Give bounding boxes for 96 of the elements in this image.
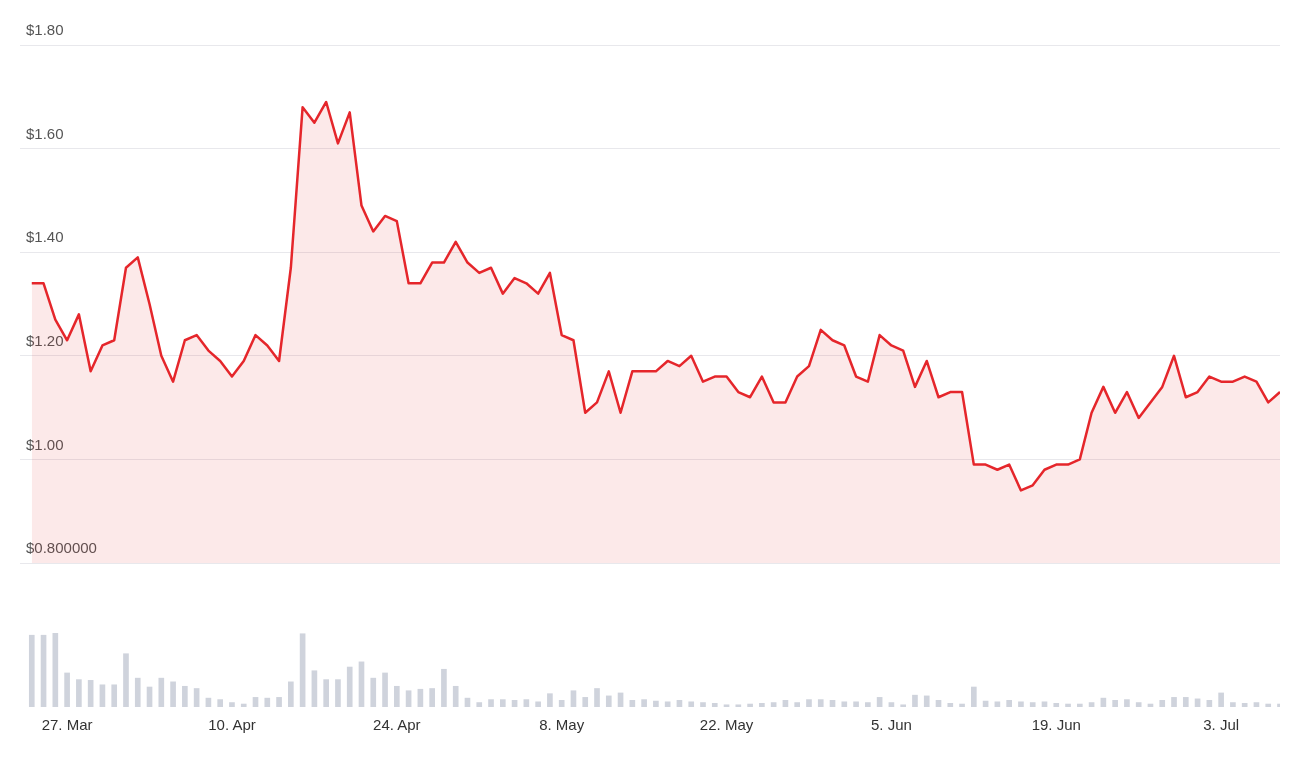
- bar: [959, 703, 965, 707]
- y-tick-label: $1.40: [26, 228, 64, 246]
- bar: [1265, 703, 1272, 707]
- bar: [747, 703, 753, 707]
- y-tick-label: $1.80: [26, 21, 64, 39]
- y-tick-label: $0.800000: [26, 539, 97, 557]
- bar: [76, 679, 82, 707]
- bar: [64, 672, 70, 707]
- bar: [452, 685, 459, 707]
- bar: [99, 684, 106, 707]
- bar: [794, 702, 801, 707]
- bar: [641, 699, 647, 707]
- y-tick-label: $1.00: [26, 435, 64, 453]
- bar: [1006, 700, 1012, 707]
- bar: [123, 653, 129, 707]
- bar: [994, 701, 1001, 707]
- bar: [582, 697, 589, 707]
- bar: [182, 685, 188, 707]
- bar: [817, 699, 824, 707]
- bar: [547, 693, 553, 707]
- bar: [217, 699, 224, 707]
- bar: [429, 688, 435, 707]
- x-tick-label: 22. May: [699, 716, 754, 734]
- bar: [1218, 692, 1224, 707]
- bar: [158, 677, 165, 707]
- bar: [558, 700, 565, 707]
- bar: [52, 633, 59, 707]
- bar: [323, 679, 329, 707]
- bar: [1065, 703, 1071, 707]
- bar: [111, 684, 118, 707]
- bar: [688, 701, 695, 707]
- bar: [853, 701, 859, 707]
- bar: [1230, 702, 1236, 707]
- bar: [170, 681, 176, 707]
- bar: [759, 702, 765, 707]
- x-tick-label: 5. Jun: [870, 716, 912, 734]
- bar: [229, 702, 235, 707]
- bar: [240, 703, 247, 707]
- bar: [723, 704, 730, 707]
- bar: [441, 668, 447, 707]
- bar: [346, 666, 353, 707]
- bar: [900, 704, 907, 707]
- bar: [594, 688, 600, 707]
- bar: [335, 679, 341, 707]
- bar: [664, 701, 671, 707]
- bar: [28, 634, 35, 707]
- bar: [912, 694, 918, 707]
- bar: [264, 697, 271, 707]
- bar: [570, 690, 577, 707]
- bar: [382, 672, 388, 707]
- bar: [1112, 700, 1118, 707]
- bar: [1018, 701, 1024, 707]
- y-tick-label: $1.20: [26, 331, 64, 349]
- bar: [971, 686, 977, 707]
- bar: [888, 702, 895, 707]
- bar: [276, 697, 282, 707]
- bar: [1171, 697, 1177, 707]
- bar: [1029, 702, 1036, 707]
- bar: [1124, 699, 1130, 707]
- bar: [1088, 702, 1095, 707]
- bar: [288, 681, 294, 707]
- bar: [770, 702, 777, 707]
- bar: [476, 702, 483, 707]
- bar: [1135, 702, 1142, 707]
- bar: [393, 685, 400, 707]
- bar: [523, 699, 530, 707]
- x-tick-label: 8. May: [539, 716, 585, 734]
- bar: [535, 701, 541, 707]
- x-tick-label: 10. Apr: [208, 716, 256, 734]
- bar: [865, 702, 871, 707]
- bar: [806, 699, 812, 707]
- bar: [653, 700, 659, 707]
- bar: [405, 690, 412, 707]
- bar: [1182, 697, 1189, 707]
- x-tick-label: 3. Jul: [1203, 716, 1240, 734]
- x-tick-label: 24. Apr: [373, 716, 421, 734]
- bar: [735, 704, 742, 707]
- bar: [1241, 702, 1248, 707]
- bar: [923, 695, 930, 707]
- bar: [1041, 701, 1048, 707]
- bar: [605, 695, 612, 707]
- bar: [841, 701, 848, 707]
- bar: [1253, 702, 1260, 707]
- y-tick-label: $1.60: [26, 124, 64, 142]
- bar: [700, 702, 706, 707]
- x-tick-label: 27. Mar: [41, 716, 93, 734]
- bar: [370, 677, 377, 707]
- bar: [1159, 700, 1166, 707]
- bar: [1053, 702, 1060, 707]
- x-tick-label: 19. Jun: [1031, 716, 1081, 734]
- bar: [1076, 703, 1083, 707]
- bar: [134, 677, 141, 707]
- bar: [499, 699, 506, 707]
- bar: [488, 699, 494, 707]
- bar: [711, 702, 718, 707]
- bar: [947, 702, 954, 707]
